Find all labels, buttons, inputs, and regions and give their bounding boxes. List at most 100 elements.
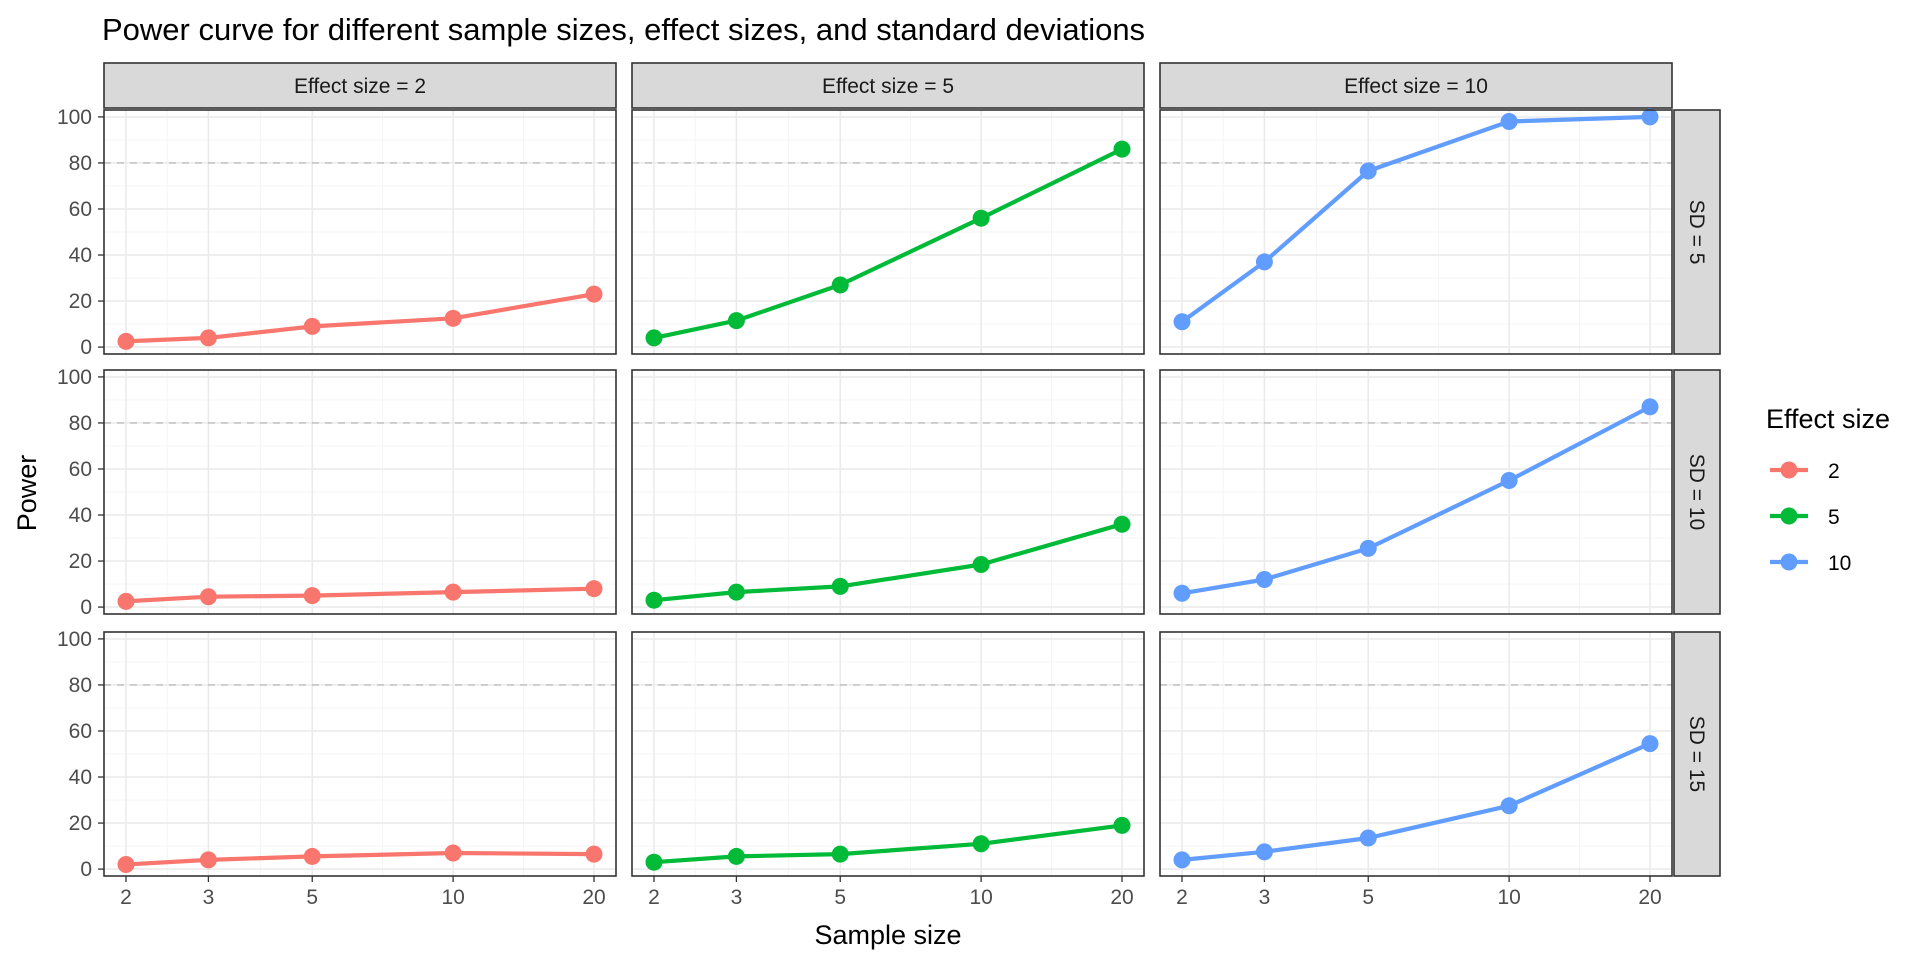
panel-border [1159, 369, 1673, 615]
row-strip-label: SD = 5 [1685, 200, 1708, 265]
y-tick-label: 100 [57, 106, 92, 129]
data-point [585, 580, 603, 598]
data-point [727, 847, 745, 865]
y-tick-label: 20 [69, 290, 92, 313]
legend-label: 2 [1828, 460, 1840, 483]
x-tick-label: 2 [120, 886, 132, 909]
data-point [1641, 108, 1659, 126]
x-tick-label: 2 [1176, 886, 1188, 909]
y-tick-label: 80 [69, 152, 92, 175]
data-point [199, 588, 217, 606]
y-tick-label: 80 [69, 674, 92, 697]
x-tick-label: 2 [648, 886, 660, 909]
data-point [972, 835, 990, 853]
data-point [1255, 253, 1273, 271]
data-point [1641, 735, 1659, 753]
y-tick-label: 40 [69, 244, 92, 267]
data-point [117, 855, 135, 873]
data-point [303, 317, 321, 335]
data-point [1255, 843, 1273, 861]
x-tick-label: 5 [834, 886, 846, 909]
column-strip-label: Effect size = 10 [1344, 75, 1488, 98]
y-tick-label: 60 [69, 720, 92, 743]
panel-border [631, 109, 1145, 355]
x-tick-label: 20 [1638, 886, 1661, 909]
y-tick-label: 80 [69, 412, 92, 435]
y-tick-label: 20 [69, 550, 92, 573]
data-point [1359, 829, 1377, 847]
data-point [1359, 162, 1377, 180]
data-point [645, 591, 663, 609]
data-point [444, 309, 462, 327]
chart-title: Power curve for different sample sizes, … [102, 12, 1145, 47]
data-point [972, 556, 990, 574]
data-point [1113, 140, 1131, 158]
y-tick-label: 0 [80, 596, 92, 619]
row-strip-label: SD = 15 [1685, 716, 1708, 792]
panel-border [1159, 109, 1673, 355]
y-tick-label: 40 [69, 766, 92, 789]
panel-border [103, 109, 617, 355]
x-tick-label: 20 [582, 886, 605, 909]
y-tick-label: 40 [69, 504, 92, 527]
row-strip [1673, 631, 1721, 877]
data-point [1113, 515, 1131, 533]
legend-key-point [1780, 507, 1798, 525]
data-point [199, 329, 217, 347]
y-tick-label: 0 [80, 336, 92, 359]
legend-key-point [1780, 461, 1798, 479]
facet-panel [1159, 108, 1673, 355]
column-strip [1159, 62, 1673, 109]
legend-title: Effect size [1766, 404, 1890, 434]
column-strip-label: Effect size = 5 [822, 75, 954, 98]
y-tick-label: 100 [57, 366, 92, 389]
facet-panel [631, 109, 1145, 355]
data-point [1500, 797, 1518, 815]
legend: Effect size 2 5 10 [1766, 404, 1890, 575]
data-point [117, 332, 135, 350]
panel-border [103, 631, 617, 877]
data-point [444, 844, 462, 862]
x-tick-label: 5 [306, 886, 318, 909]
facet-panel [1159, 369, 1673, 615]
data-point [831, 577, 849, 595]
y-tick-label: 60 [69, 198, 92, 221]
legend-label: 10 [1828, 552, 1851, 575]
column-strip-label: Effect size = 2 [294, 75, 426, 98]
data-point [1173, 851, 1191, 869]
legend-label: 5 [1828, 506, 1840, 529]
x-tick-label: 10 [969, 886, 992, 909]
facet-panel [103, 369, 617, 615]
y-tick-label: 60 [69, 458, 92, 481]
data-point [199, 851, 217, 869]
panel-border [1159, 631, 1673, 877]
data-point [1500, 471, 1518, 489]
data-point [303, 587, 321, 605]
data-point [1359, 539, 1377, 557]
y-tick-label: 100 [57, 628, 92, 651]
x-tick-label: 5 [1362, 886, 1374, 909]
data-point [1173, 584, 1191, 602]
x-tick-label: 3 [203, 886, 215, 909]
data-point [831, 276, 849, 294]
row-strip [1673, 109, 1721, 355]
column-strip [103, 62, 617, 109]
x-tick-label: 10 [1497, 886, 1520, 909]
panel-border [631, 369, 1145, 615]
data-point [645, 329, 663, 347]
panel-border [103, 369, 617, 615]
facet-panel [103, 109, 617, 355]
data-point [727, 312, 745, 330]
legend-key-point [1780, 553, 1798, 571]
y-tick-label: 0 [80, 858, 92, 881]
x-tick-label: 3 [731, 886, 743, 909]
column-strip [631, 62, 1145, 109]
y-tick-label: 20 [69, 812, 92, 835]
data-point [1255, 570, 1273, 588]
x-tick-label: 20 [1110, 886, 1133, 909]
data-point [585, 845, 603, 863]
facet-panel [1159, 631, 1673, 877]
facet-panel [631, 369, 1145, 615]
data-point [117, 592, 135, 610]
